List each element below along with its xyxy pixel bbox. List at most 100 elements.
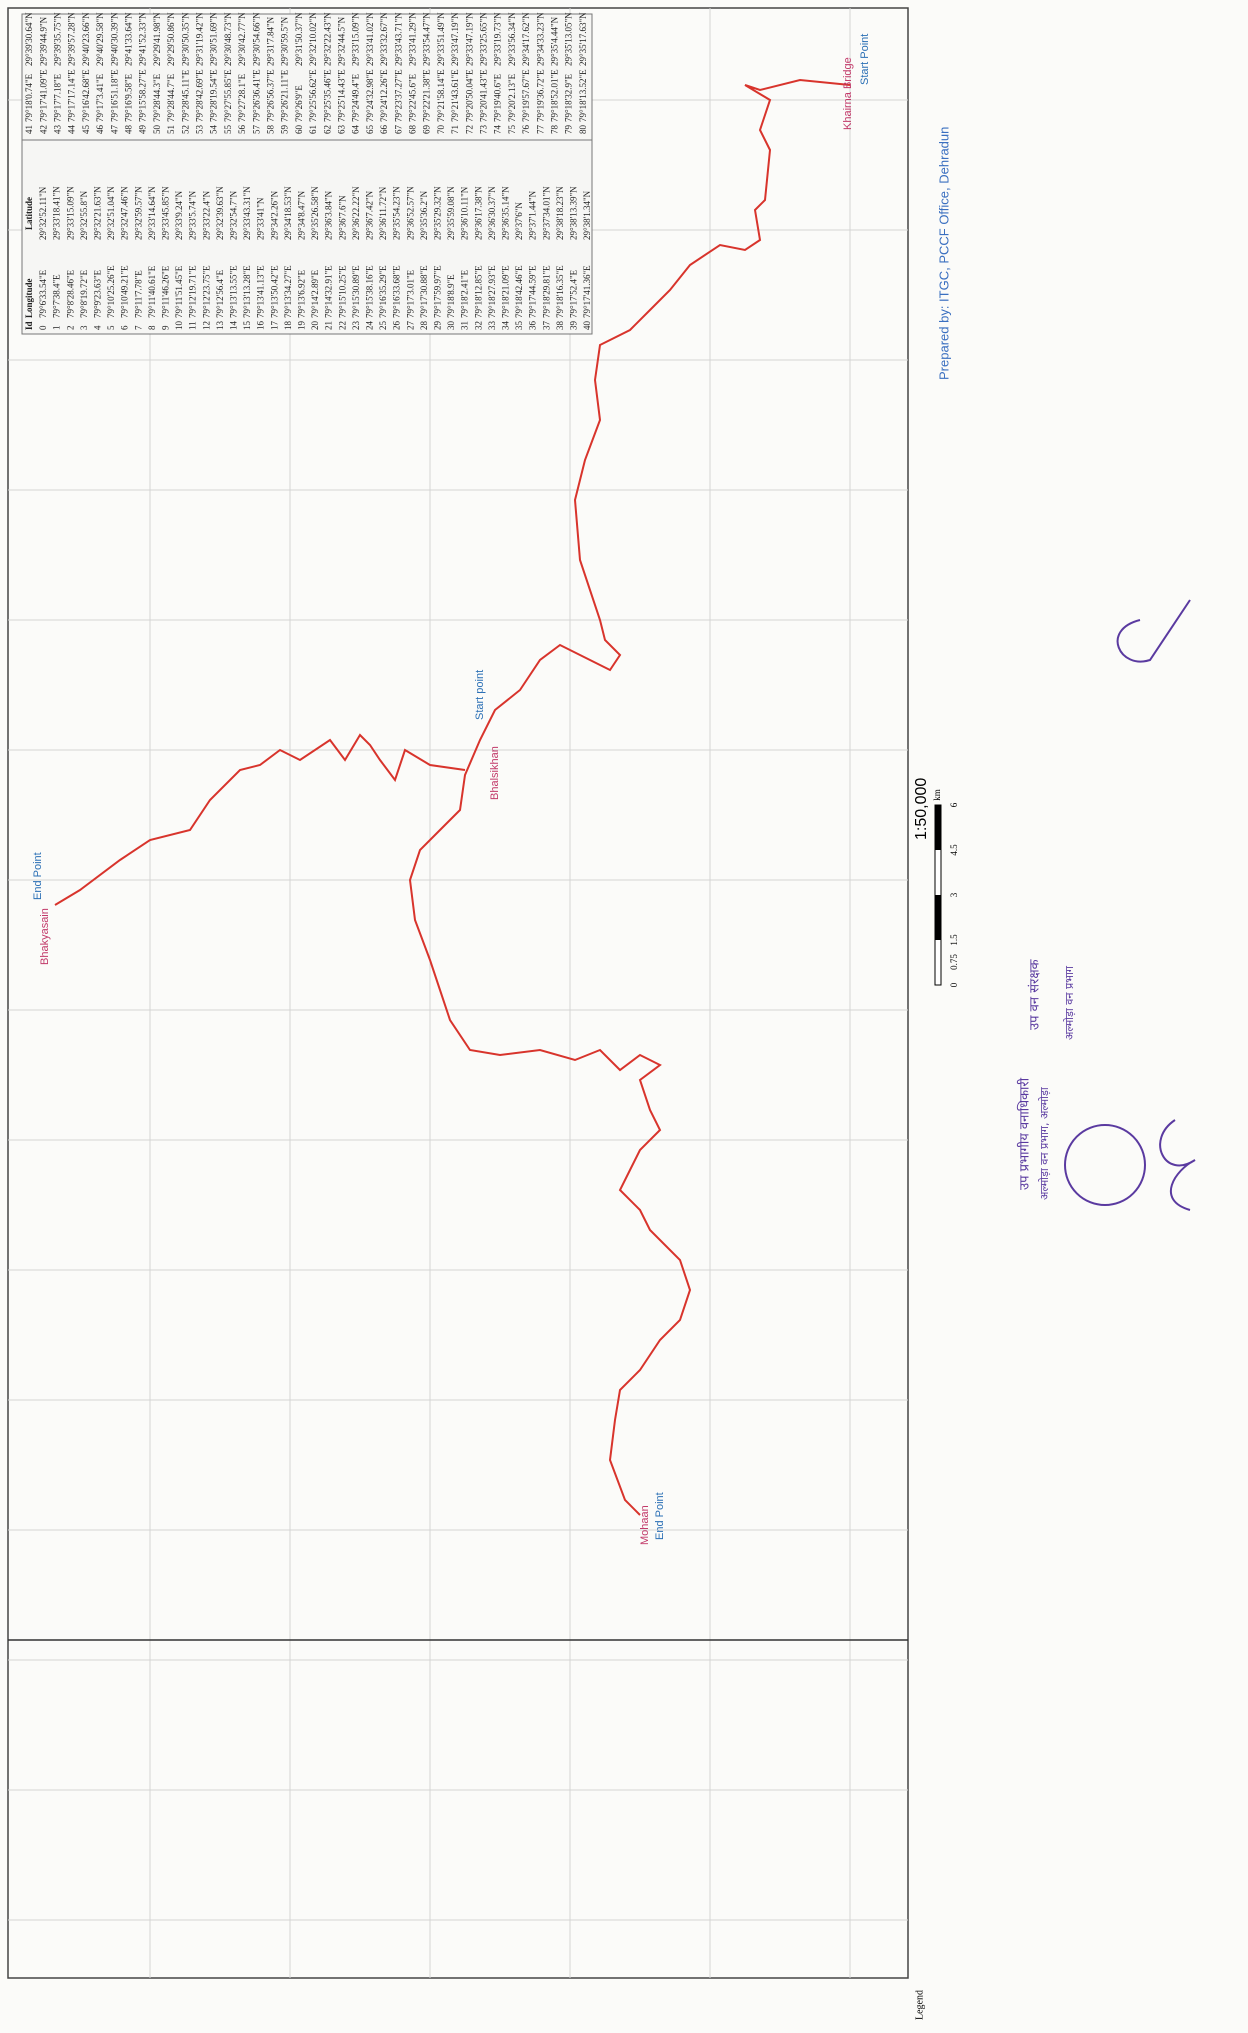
scale-bar — [934, 804, 942, 986]
table-cell: 29°33'56.34"N — [507, 12, 517, 66]
table-cell: 29°36'17.38"N — [473, 186, 483, 240]
table-cell: 54 — [209, 125, 219, 135]
table-cell: 20 — [310, 321, 320, 331]
table-cell: 29°33'9.24"N — [174, 190, 184, 240]
table-cell: 29°35'59.08"N — [446, 186, 456, 240]
table-cell: 79°13'6.92"E — [296, 269, 306, 318]
table-cell: 74 — [493, 125, 503, 135]
map-frame — [7, 7, 909, 1979]
table-cell: 79°26'56.37"E — [265, 69, 275, 122]
table-cell: 33 — [487, 321, 497, 331]
table-cell: 29°36'22.22"N — [351, 186, 361, 240]
table-cell: 29°32'21.63"N — [92, 186, 102, 240]
table-cell: 29°37'1.44"N — [528, 190, 538, 240]
table-cell: 29°38'1.34"N — [582, 190, 592, 240]
table-cell: 67 — [393, 125, 403, 135]
table-header: Latitude — [24, 197, 34, 230]
table-cell: 29°29'41.98"N — [152, 12, 162, 66]
table-cell: 70 — [436, 125, 446, 135]
table-cell: 18 — [283, 321, 293, 331]
table-cell: 29°38'13.39"N — [568, 186, 578, 240]
table-cell: 28 — [419, 321, 429, 331]
table-cell: 29°39'44.9"N — [38, 16, 48, 66]
table-cell: 79°15'30.89"E — [351, 265, 361, 318]
table-cell: 29°32'47.46"N — [120, 186, 130, 240]
table-cell: 29°33'18.41"N — [52, 186, 62, 240]
table-cell: 9 — [160, 325, 170, 330]
table-cell: 27 — [405, 321, 415, 331]
table-cell: 29°33'15.09"N — [351, 12, 361, 66]
table-cell: 45 — [81, 125, 91, 135]
place-label: End Point — [654, 1492, 666, 1540]
table-cell: 79°18'12.85"E — [473, 265, 483, 318]
table-cell: 79°11'40.61"E — [147, 265, 157, 318]
stamp-seal — [1064, 1124, 1146, 1206]
table-cell: 79°27'55.85"E — [223, 69, 233, 122]
table-cell: 60 — [294, 125, 304, 135]
table-cell: 49 — [138, 125, 148, 135]
table-cell: 79°27'28.1"E — [237, 73, 247, 122]
table-cell: 29°33'51.49"N — [436, 12, 446, 66]
table-cell: 79°19'36.72"E — [535, 69, 545, 122]
table-cell: 29°38'18.23"N — [555, 186, 565, 240]
table-cell: 14 — [228, 321, 238, 331]
table-cell: 29°40'23.66"N — [81, 12, 91, 66]
table-cell: 5 — [106, 325, 116, 330]
table-cell: 79°17'30.88"E — [419, 265, 429, 318]
table-cell: 79°18'8.9"E — [446, 274, 456, 318]
table-cell: 80 — [578, 125, 588, 135]
table-cell: 29°33'54.47"N — [422, 12, 432, 66]
table-cell: 17 — [269, 321, 279, 331]
table-cell: 29°30'50.35"N — [180, 12, 190, 66]
place-label: Bhalsikhan — [489, 746, 501, 800]
stamp-text: उप प्रभागीय वनाधिकारी — [1017, 1077, 1033, 1190]
coordinate-table-frame — [21, 13, 593, 335]
table-cell: 29°35'26.58"N — [310, 186, 320, 240]
table-cell: 79°18'32.9"E — [564, 73, 574, 122]
table-cell: 79°15'10.25"E — [337, 265, 347, 318]
scale-tick-label: 4.5 — [949, 844, 959, 856]
table-cell: 79°10'25.26"E — [106, 265, 116, 318]
table-cell: 25 — [378, 321, 388, 331]
table-cell: 29°32'55.8"N — [79, 190, 89, 240]
table-cell: 68 — [407, 125, 417, 135]
table-cell: 79°13'13.28"E — [242, 265, 252, 318]
place-label: Start Point — [859, 34, 871, 85]
table-cell: 79°16'33.68"E — [392, 265, 402, 318]
table-cell: 79°17'59.97"E — [432, 265, 442, 318]
table-cell: 79°14'2.89"E — [310, 269, 320, 318]
table-cell: 29°41'52.33"N — [138, 12, 148, 66]
table-cell: 51 — [166, 125, 176, 134]
table-cell: 16 — [256, 321, 266, 331]
table-cell: 79°13'41.13"E — [256, 265, 266, 318]
table-cell: 26 — [392, 321, 402, 331]
table-cell: 79°12'56.4"E — [215, 269, 225, 318]
table-cell: 79°8'28.46"E — [65, 269, 75, 318]
table-cell: 79°10'49.21"E — [120, 265, 130, 318]
table-cell: 29°33'22.4"N — [201, 190, 211, 240]
table-cell: 78 — [549, 125, 559, 135]
table-cell: 79°18'16.35"E — [555, 265, 565, 318]
table-cell: 79°21'58.14"E — [436, 69, 446, 122]
table-cell: 79°13'13.55"E — [228, 265, 238, 318]
table-cell: 79°17'3.01"E — [405, 269, 415, 318]
table-cell: 29°36'7.6"N — [337, 195, 347, 240]
table-cell: 79°9'23.63"E — [92, 269, 102, 318]
table-cell: 29°32'54.7"N — [228, 190, 238, 240]
table-cell: 3 — [79, 325, 89, 330]
table-cell: 29°36'30.37"N — [487, 186, 497, 240]
table-cell: 29°33'47.19"N — [464, 12, 474, 66]
table-cell: 29°30'42.77"N — [237, 12, 247, 66]
table-cell: 29°36'52.57"N — [405, 186, 415, 240]
table-cell: 29°35'29.32"N — [432, 186, 442, 240]
table-cell: 0 — [38, 325, 48, 330]
table-cell: 29°29'50.86"N — [166, 12, 176, 66]
table-cell: 29°36'7.42"N — [364, 190, 374, 240]
table-cell: 57 — [251, 125, 261, 135]
table-cell: 79°20'2.13"E — [507, 73, 517, 122]
table-cell: 79°13'34.27"E — [283, 265, 293, 318]
table-cell: 59 — [280, 125, 290, 135]
table-cell: 48 — [123, 125, 133, 135]
table-cell: 79°28'42.69"E — [194, 69, 204, 122]
table-cell: 79°23'37.27"E — [393, 69, 403, 122]
